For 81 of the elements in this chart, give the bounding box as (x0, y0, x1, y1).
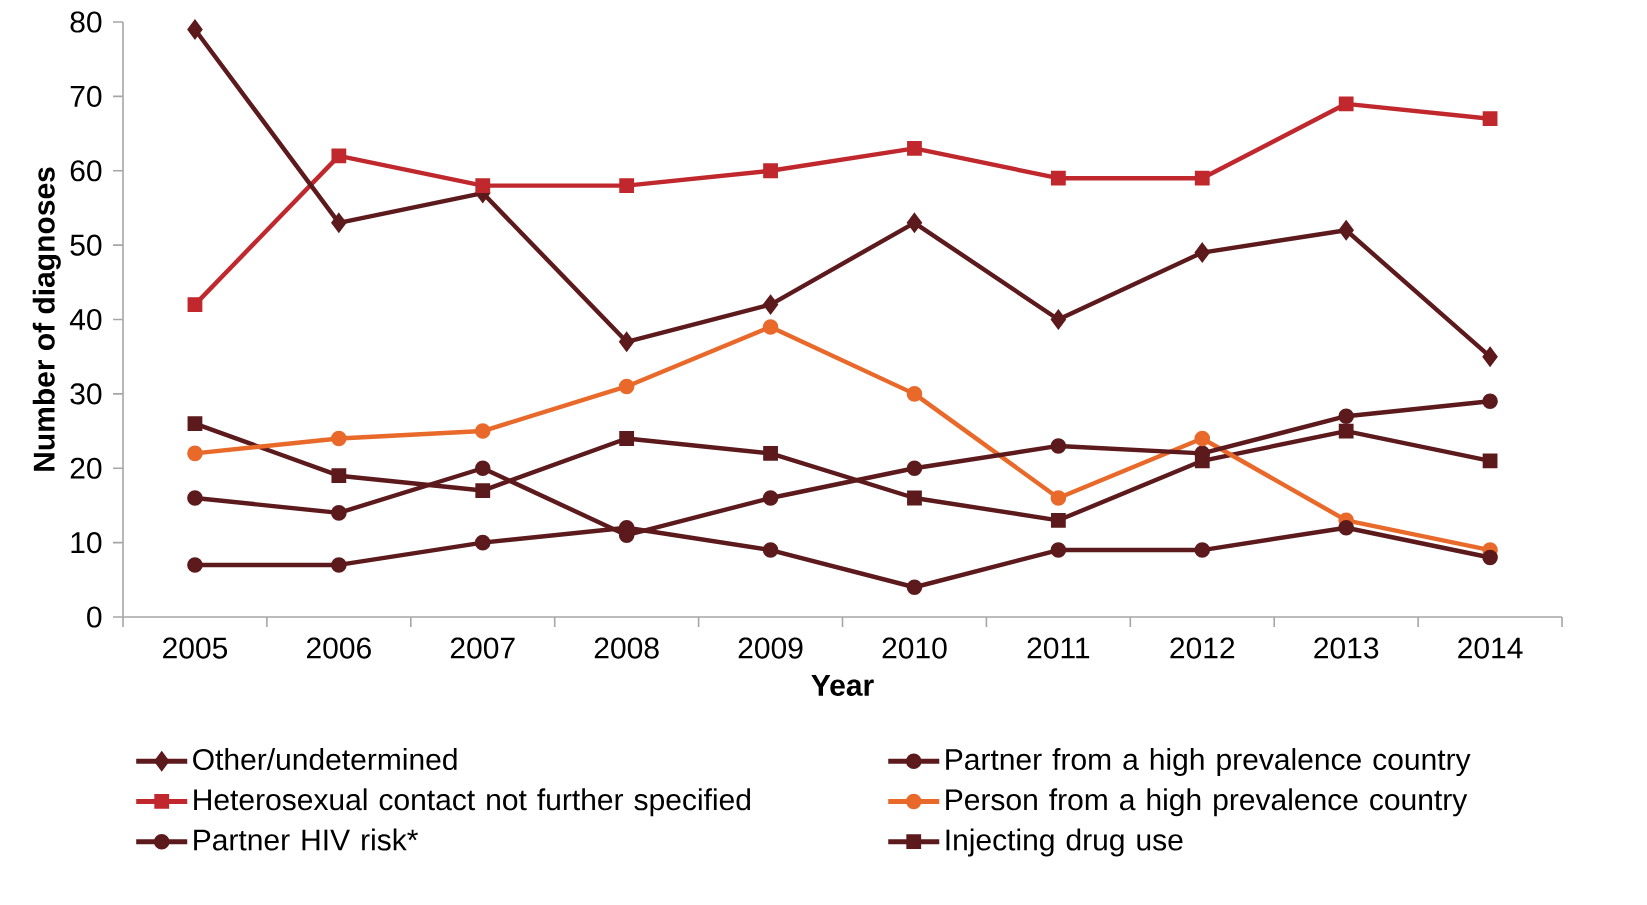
point (762, 490, 779, 506)
point (474, 423, 491, 439)
point (906, 213, 923, 233)
point (331, 430, 347, 447)
y-tick-label: 50 (70, 234, 102, 256)
y-tick-label: 0 (87, 606, 102, 628)
point (1338, 519, 1354, 536)
point (187, 557, 203, 573)
point (1050, 490, 1067, 506)
point (187, 445, 203, 462)
point (331, 468, 347, 484)
y-tick-label: 10 (71, 532, 102, 554)
legend-label: Partner HIV risk* (194, 828, 418, 851)
point (619, 332, 635, 352)
point (1050, 512, 1066, 528)
point (187, 490, 203, 506)
point (906, 460, 923, 477)
point (1050, 438, 1067, 454)
point (1194, 430, 1211, 447)
y-tick-label: 70 (70, 85, 102, 107)
point (187, 297, 203, 313)
x-tick-label: 2005 (163, 637, 228, 659)
point (619, 431, 635, 446)
y-tick-label: 30 (70, 383, 102, 405)
point (762, 542, 779, 558)
y-tick-label: 60 (70, 160, 102, 182)
x-tick-label: 2010 (882, 637, 947, 659)
x-tick-label: 2013 (1314, 637, 1379, 659)
y-tick-label: 20 (70, 457, 102, 479)
point (762, 319, 779, 335)
legend-label: Partner from a high prevalence country (946, 748, 1471, 777)
point (474, 460, 491, 477)
point (1482, 111, 1498, 127)
y-tick-label: 40 (69, 308, 102, 331)
point (1338, 96, 1354, 112)
point (331, 557, 347, 573)
point (907, 141, 922, 156)
point (187, 416, 203, 432)
point (331, 213, 347, 233)
x-tick-label: 2012 (1170, 637, 1235, 659)
point (1338, 408, 1354, 424)
point (763, 445, 778, 461)
y-tick-label: 80 (70, 11, 102, 33)
x-tick-label: 2006 (306, 637, 371, 659)
point (1194, 170, 1210, 186)
x-tick-label: 2009 (738, 637, 803, 659)
point (1050, 170, 1066, 186)
point (618, 378, 635, 395)
point (331, 505, 347, 521)
point (1482, 549, 1498, 566)
point (619, 178, 635, 194)
legend-label: Heterosexual contact not further specified (194, 788, 751, 817)
point (1050, 542, 1067, 558)
point (1050, 309, 1066, 330)
point (762, 294, 779, 315)
legend-label: Other/undetermined (193, 748, 457, 771)
x-tick-label: 2007 (450, 637, 515, 659)
legend-label: Injecting drug use (946, 828, 1183, 857)
point (1338, 423, 1354, 439)
point (1482, 346, 1498, 367)
y-axis-title: Number of diagnoses (32, 167, 61, 471)
point (187, 19, 203, 40)
point (1338, 220, 1354, 241)
point (763, 163, 778, 179)
point (1194, 242, 1210, 263)
point (474, 534, 491, 551)
point (1482, 393, 1498, 410)
point (907, 490, 922, 506)
point (1194, 453, 1210, 469)
x-tick-label: 2014 (1458, 637, 1523, 659)
x-tick-label: 2011 (1027, 637, 1090, 659)
point (906, 386, 923, 402)
x-tick-label: 2008 (594, 637, 659, 659)
point (475, 178, 491, 194)
legend-label: Person from a high prevalence country (946, 788, 1468, 817)
point (1482, 453, 1498, 469)
point (475, 483, 491, 498)
point (906, 579, 923, 596)
x-axis-title: Year (811, 675, 874, 696)
point (331, 148, 347, 164)
point (1194, 542, 1211, 558)
